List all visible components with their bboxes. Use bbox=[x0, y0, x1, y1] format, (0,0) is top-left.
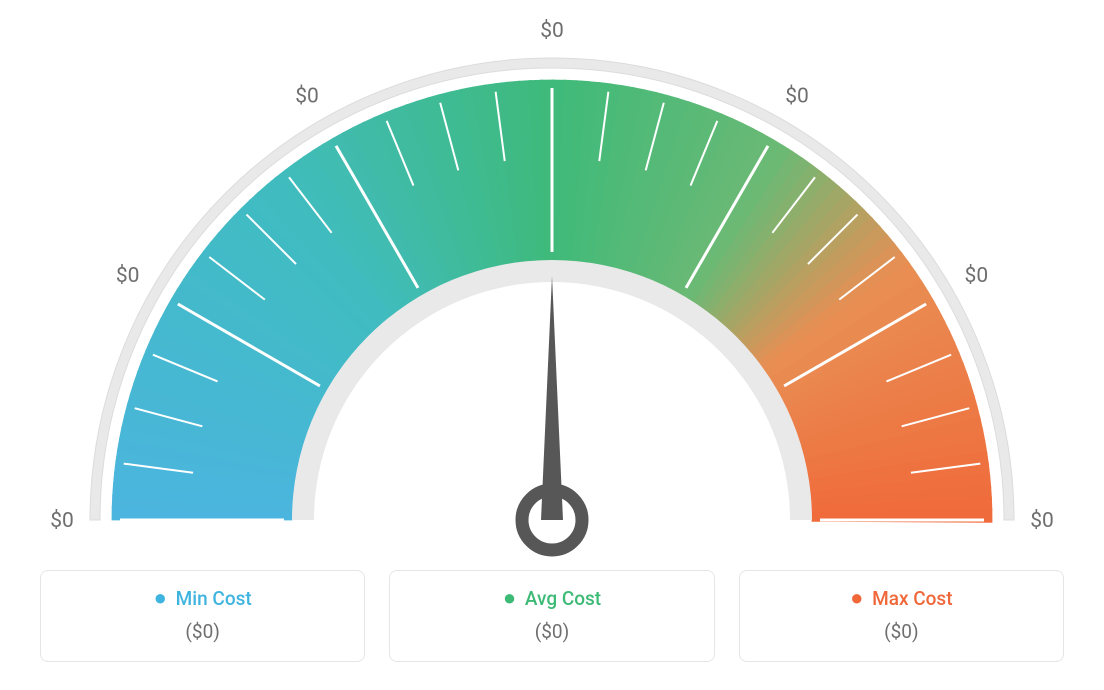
svg-text:$0: $0 bbox=[965, 264, 989, 288]
legend-title-max: ● Max Cost bbox=[750, 587, 1053, 610]
svg-text:$0: $0 bbox=[1030, 509, 1054, 533]
gauge-svg: $0 $0 $0 $0 $0 $0 $0 bbox=[40, 10, 1064, 570]
svg-text:$0: $0 bbox=[116, 264, 140, 288]
legend-bullet-min: ● bbox=[154, 586, 167, 611]
svg-text:$0: $0 bbox=[50, 509, 74, 533]
legend-card-avg: ● Avg Cost ($0) bbox=[389, 570, 714, 662]
legend-label-avg: Avg Cost bbox=[525, 587, 601, 610]
svg-text:$0: $0 bbox=[540, 19, 564, 43]
svg-text:$0: $0 bbox=[785, 85, 809, 109]
legend-label-min: Min Cost bbox=[176, 587, 252, 610]
legend-value-avg: ($0) bbox=[400, 620, 703, 643]
legend-card-min: ● Min Cost ($0) bbox=[40, 570, 365, 662]
gauge-cost-chart: $0 $0 $0 $0 $0 $0 $0 ● Min Cost ($0) ● Avg Cos… bbox=[0, 0, 1104, 690]
legend-bullet-max: ● bbox=[850, 586, 863, 611]
legend-title-min: ● Min Cost bbox=[51, 587, 354, 610]
legend-row: ● Min Cost ($0) ● Avg Cost ($0) ● Max Co… bbox=[40, 570, 1064, 662]
svg-text:$0: $0 bbox=[295, 85, 319, 109]
legend-title-avg: ● Avg Cost bbox=[400, 587, 703, 610]
legend-label-max: Max Cost bbox=[872, 587, 952, 610]
gauge-area: $0 $0 $0 $0 $0 $0 $0 bbox=[40, 10, 1064, 570]
legend-value-max: ($0) bbox=[750, 620, 1053, 643]
legend-card-max: ● Max Cost ($0) bbox=[739, 570, 1064, 662]
legend-bullet-avg: ● bbox=[503, 586, 516, 611]
legend-value-min: ($0) bbox=[51, 620, 354, 643]
